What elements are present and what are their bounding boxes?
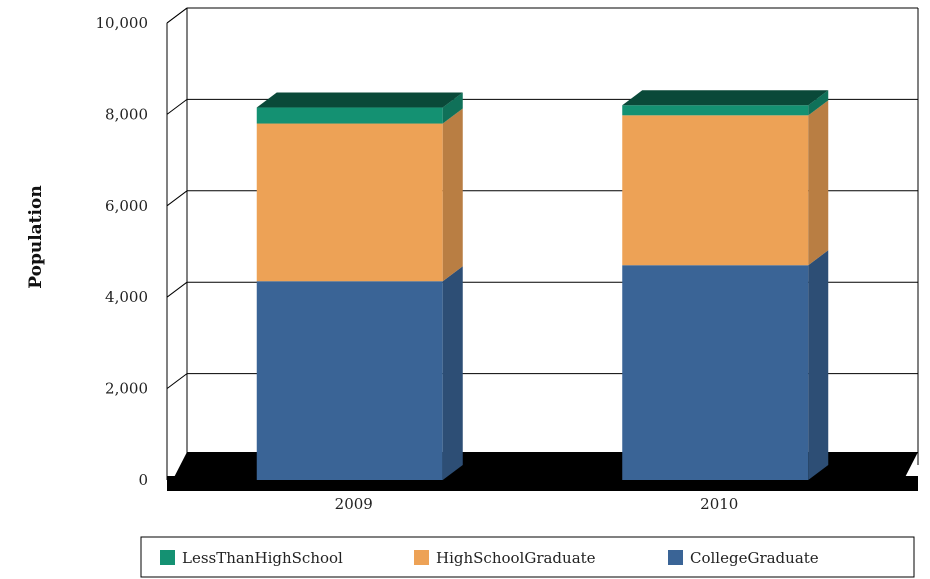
legend-swatch-CollegeGraduate (668, 550, 683, 565)
y-tick-label: 4,000 (105, 288, 148, 306)
x-axis-ticks: 2009 2010 (335, 495, 739, 513)
plot-walls (166, 7, 919, 480)
legend-label-HighSchoolGraduate: HighSchoolGraduate (436, 549, 596, 567)
bar-LessThanHighSchool-2009 (256, 107, 443, 124)
legend-label-CollegeGraduate: CollegeGraduate (690, 549, 819, 567)
y-tick-label: 2,000 (105, 380, 148, 398)
x-tick-label: 2010 (700, 495, 738, 513)
gridline-side (166, 99, 188, 115)
gridline-side (166, 281, 188, 298)
y-tick-label: 6,000 (105, 197, 148, 215)
legend-swatch-HighSchoolGraduate (414, 550, 429, 565)
y-axis-label: Population (26, 185, 46, 288)
y-axis-ticks: 0 2,000 4,000 6,000 8,000 10,000 (96, 14, 149, 489)
y-tick-label: 8,000 (105, 105, 148, 123)
y-tick-label: 0 (138, 471, 148, 489)
y-tick-label: 10,000 (96, 14, 149, 32)
gridline-side (166, 190, 188, 207)
bar-CollegeGraduate-2010 (622, 265, 809, 480)
legend-swatch-LessThanHighSchool (160, 550, 175, 565)
gridline-side (166, 7, 188, 24)
bar-side-CollegeGraduate-2010 (808, 250, 829, 480)
bar-side-HighSchoolGraduate-2010 (808, 100, 829, 266)
bar-side-HighSchoolGraduate-2009 (442, 108, 463, 282)
bar-side-LessThanHighSchool-2010 (808, 90, 829, 116)
x-tick-label: 2009 (335, 495, 373, 513)
bar-HighSchoolGraduate-2009 (256, 123, 443, 282)
bar-LessThanHighSchool-2010 (622, 105, 809, 116)
bar-side-CollegeGraduate-2009 (442, 266, 463, 480)
legend: LessThanHighSchool HighSchoolGraduate Coll… (140, 536, 915, 578)
bar-top-2010 (622, 90, 829, 106)
bar-CollegeGraduate-2009 (256, 281, 443, 480)
bar-side-LessThanHighSchool-2009 (442, 92, 463, 124)
legend-box (140, 536, 915, 578)
bars (256, 90, 829, 480)
bar-HighSchoolGraduate-2010 (622, 115, 809, 266)
gridline-side (166, 373, 188, 390)
legend-label-LessThanHighSchool: LessThanHighSchool (182, 549, 343, 567)
bar-top-2009 (256, 92, 463, 108)
